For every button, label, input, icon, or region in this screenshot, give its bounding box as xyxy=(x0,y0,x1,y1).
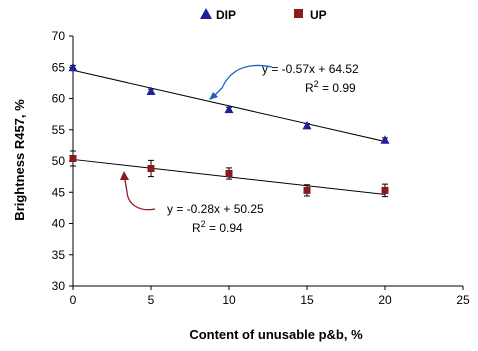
dip-point xyxy=(224,104,234,114)
y-axis-title: Brightness R457, % xyxy=(12,99,27,221)
legend-dip-label: DIP xyxy=(216,8,236,22)
y-tick-label: 65 xyxy=(52,60,66,74)
y-tick-label: 35 xyxy=(52,248,66,262)
legend-up-label: UP xyxy=(310,8,327,22)
up-arrowhead xyxy=(120,171,129,180)
x-axis-title: Content of unusable p&b, % xyxy=(189,327,363,342)
dip-point xyxy=(146,86,156,95)
x-tick-label: 0 xyxy=(70,293,77,307)
y-tick-label: 60 xyxy=(52,92,66,106)
y-tick-label: 55 xyxy=(52,123,66,137)
legend-dip-marker xyxy=(200,8,212,19)
up-annotation: y = -0.28x + 50.25 R2 = 0.94 xyxy=(120,171,264,235)
up-point xyxy=(225,170,233,177)
up-point xyxy=(69,155,77,162)
up-r2: R2 = 0.94 xyxy=(192,219,243,235)
dip-annotation: y = -0.57x + 64.52 R2 = 0.99 xyxy=(209,62,359,100)
y-tick-label: 70 xyxy=(52,29,66,43)
y-tick-label: 50 xyxy=(52,154,66,168)
x-tick-label: 15 xyxy=(300,293,314,307)
axes: 30 35 40 45 50 55 60 65 70 0 5 10 15 20 25 xyxy=(52,29,470,307)
dip-equation: y = -0.57x + 64.52 xyxy=(262,62,359,76)
up-equation: y = -0.28x + 50.25 xyxy=(167,202,264,216)
dip-arrow xyxy=(211,64,273,99)
dip-point xyxy=(302,120,312,130)
dip-point xyxy=(68,62,78,72)
dip-arrowhead xyxy=(209,92,218,100)
y-tick-label: 40 xyxy=(52,217,66,231)
x-tick-label: 20 xyxy=(378,293,392,307)
data-marks xyxy=(68,62,390,198)
y-tick-label: 30 xyxy=(52,279,66,293)
legend-up-marker xyxy=(294,9,303,18)
dip-r2: R2 = 0.99 xyxy=(305,79,356,95)
up-point xyxy=(147,165,155,172)
x-tick-label: 5 xyxy=(148,293,155,307)
up-point xyxy=(381,186,389,194)
up-point xyxy=(303,186,311,194)
up-arrow xyxy=(124,179,156,211)
y-tick-label: 45 xyxy=(52,185,66,199)
dip-point xyxy=(380,135,390,144)
legend: DIP UP xyxy=(200,8,327,22)
x-tick-label: 10 xyxy=(222,293,236,307)
x-tick-label: 25 xyxy=(456,293,470,307)
